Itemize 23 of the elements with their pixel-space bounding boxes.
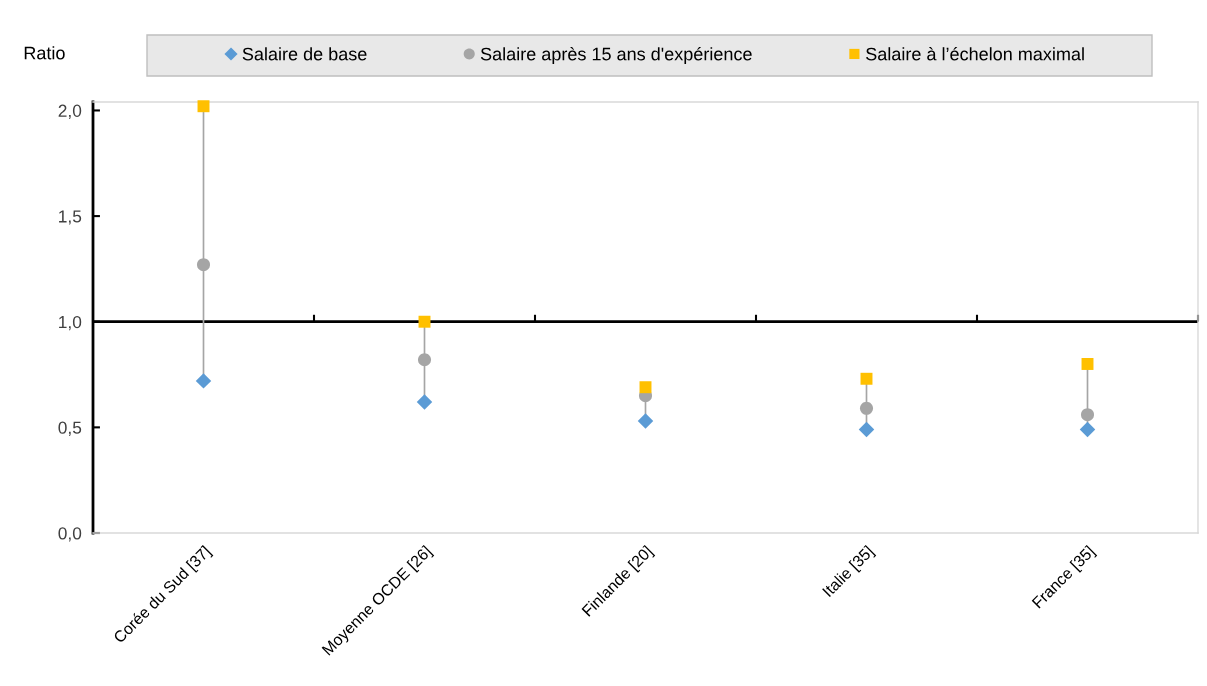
point <box>858 421 875 438</box>
y-tick-label: 2,0 <box>58 104 82 119</box>
point <box>195 373 212 389</box>
legend-label: Salaire de base <box>242 47 367 61</box>
point <box>417 353 432 367</box>
point <box>639 381 652 394</box>
legend-label: Salaire à l’échelon maximal <box>866 46 1084 61</box>
y-tick-label: 1,0 <box>59 315 82 331</box>
point <box>1080 408 1095 422</box>
point <box>860 372 873 385</box>
point <box>637 413 654 429</box>
point <box>196 258 211 272</box>
y-axis-title: Ratio <box>24 46 65 60</box>
point <box>1081 358 1094 370</box>
point <box>197 100 210 113</box>
legend-label: Salaire après 15 ans d'expérience <box>480 46 752 65</box>
y-tick-label: 0,5 <box>58 421 82 436</box>
y-tick-label: 1,5 <box>59 210 82 225</box>
point <box>1079 421 1096 438</box>
point <box>418 315 431 328</box>
point <box>859 401 874 415</box>
point <box>416 394 433 410</box>
y-tick-label: 0,0 <box>58 527 82 542</box>
